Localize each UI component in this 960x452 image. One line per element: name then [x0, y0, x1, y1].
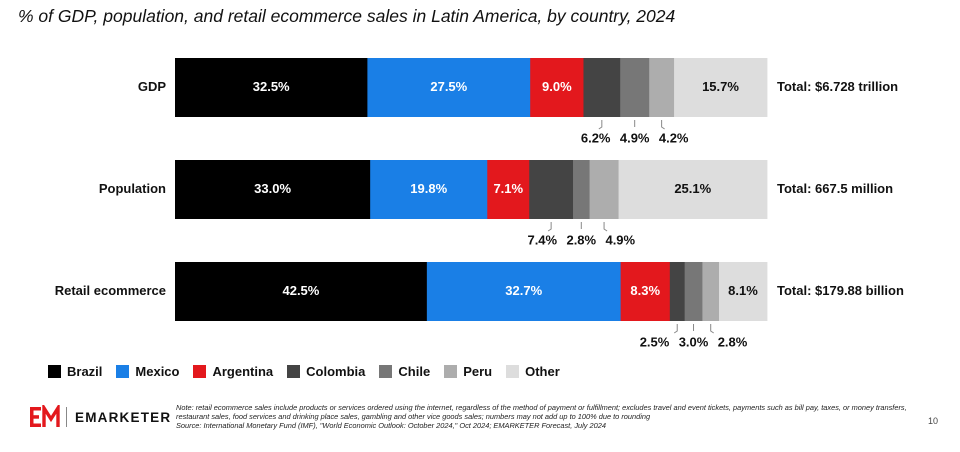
bar-retail-ecommerce-peru [702, 262, 720, 321]
bar-retail-ecommerce-colombia [669, 262, 686, 321]
value-label-gdp-colombia: 6.2% [581, 130, 611, 145]
legend-swatch-chile [379, 365, 393, 378]
bar-gdp-chile [620, 58, 650, 117]
bar-population-other [618, 160, 768, 219]
logo-divider [66, 407, 67, 427]
em-logo-icon [30, 405, 60, 427]
bar-retail-ecommerce-chile [684, 262, 703, 321]
total-label-gdp: Total: $6.728 trillion [777, 79, 898, 94]
chart-title: % of GDP, population, and retail ecommer… [18, 6, 676, 26]
legend: Brazil Mexico Argentina Colombia Chile Peru Ot… [48, 364, 574, 379]
legend-swatch-brazil [48, 365, 61, 378]
legend-swatch-mexico [116, 365, 130, 378]
legend-item-argentina: Argentina [193, 364, 273, 379]
bar-gdp-colombia [583, 58, 621, 117]
value-label-population-colombia: 7.4% [527, 232, 557, 247]
value-label-population-chile: 2.8% [566, 232, 596, 247]
stacked-bar-chart: GDP 32.5% 27.5% 9.0% 15.7% 6.2% 4.9% 4.2% Total:… [55, 58, 904, 349]
value-label-population-peru: 4.9% [605, 232, 635, 247]
value-label-retail-ecommerce-chile: 3.0% [679, 334, 709, 349]
legend-item-other: Other [506, 364, 560, 379]
legend-swatch-argentina [193, 365, 207, 378]
total-label-population: Total: 667.5 million [777, 181, 893, 196]
bar-gdp-mexico [367, 58, 531, 117]
category-label-gdp: GDP [138, 79, 167, 94]
bar-population-argentina [487, 160, 530, 219]
value-label-gdp-mexico: 27.5% [430, 79, 467, 94]
value-label-population-brazil: 33.0% [254, 181, 291, 196]
leader-line-retail-ecommerce-colombia [673, 324, 678, 334]
value-label-population-other: 25.1% [674, 181, 711, 196]
bar-gdp-peru [649, 58, 675, 117]
leader-line-retail-ecommerce-peru [710, 324, 714, 334]
legend-label-chile: Chile [398, 364, 431, 379]
note-text: Note: retail ecommerce sales include pro… [176, 403, 907, 421]
value-label-gdp-peru: 4.2% [659, 130, 689, 145]
bar-population-colombia [529, 160, 574, 219]
value-label-retail-ecommerce-peru: 2.8% [718, 334, 748, 349]
legend-label-colombia: Colombia [306, 364, 366, 379]
bar-gdp-other [674, 58, 768, 117]
leader-line-gdp-colombia [598, 120, 603, 130]
bar-population-brazil [175, 160, 371, 219]
value-label-retail-ecommerce-brazil: 42.5% [282, 283, 319, 298]
emarketer-logo: EMARKETER [30, 405, 171, 429]
page-number: 10 [927, 416, 938, 426]
value-label-gdp-chile: 4.9% [620, 130, 650, 145]
legend-item-colombia: Colombia [287, 364, 365, 379]
bar-population-chile [573, 160, 590, 219]
source-text: Source: International Monetary Fund (IMF… [176, 421, 606, 430]
legend-label-mexico: Mexico [135, 364, 180, 379]
legend-item-peru: Peru [444, 364, 492, 379]
value-label-retail-ecommerce-argentina: 8.3% [630, 283, 660, 298]
category-label-population: Population [99, 181, 166, 196]
legend-item-brazil: Brazil [48, 364, 102, 379]
leader-line-population-colombia [547, 222, 552, 232]
brand-name: EMARKETER [75, 409, 172, 425]
total-label-retail-ecommerce: Total: $179.88 billion [777, 283, 904, 298]
value-label-population-mexico: 19.8% [410, 181, 447, 196]
bar-retail-ecommerce-other [719, 262, 768, 321]
value-label-retail-ecommerce-colombia: 2.5% [640, 334, 670, 349]
legend-item-mexico: Mexico [116, 364, 179, 379]
legend-label-argentina: Argentina [212, 364, 274, 379]
legend-label-other: Other [525, 364, 560, 379]
category-label-retail-ecommerce: Retail ecommerce [55, 283, 166, 298]
value-label-retail-ecommerce-mexico: 32.7% [505, 283, 542, 298]
value-label-population-argentina: 7.1% [493, 181, 523, 196]
legend-label-peru: Peru [463, 364, 493, 379]
footnotes: Note: retail ecommerce sales include pro… [176, 403, 921, 430]
value-label-gdp-brazil: 32.5% [253, 79, 290, 94]
bar-retail-ecommerce-brazil [175, 262, 428, 321]
leader-line-gdp-peru [661, 120, 665, 130]
legend-swatch-other [506, 365, 520, 378]
legend-item-chile: Chile [379, 364, 430, 379]
value-label-gdp-other: 15.7% [702, 79, 739, 94]
bar-retail-ecommerce-argentina [620, 262, 671, 321]
value-label-gdp-argentina: 9.0% [542, 79, 572, 94]
leader-line-population-peru [603, 222, 608, 232]
bar-retail-ecommerce-mexico [426, 262, 622, 321]
bar-gdp-argentina [530, 58, 584, 117]
bar-population-mexico [370, 160, 488, 219]
legend-swatch-colombia [287, 365, 301, 378]
value-label-retail-ecommerce-other: 8.1% [728, 283, 758, 298]
bar-population-peru [589, 160, 619, 219]
bar-gdp-brazil [175, 58, 368, 117]
legend-swatch-peru [444, 365, 458, 378]
legend-label-brazil: Brazil [67, 364, 103, 379]
